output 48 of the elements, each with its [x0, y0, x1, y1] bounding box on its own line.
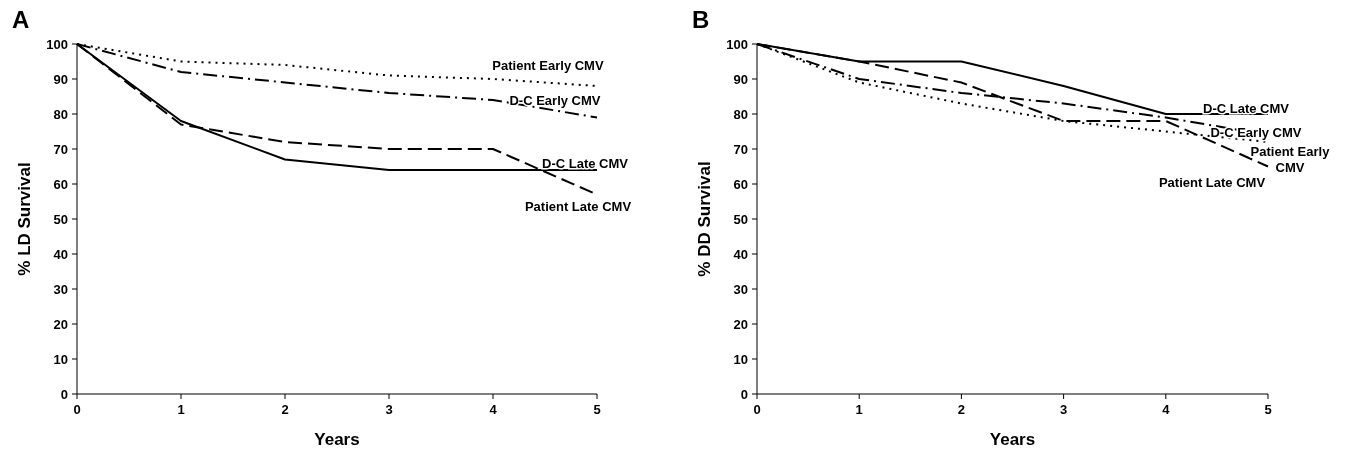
x-tick-label: 1 — [855, 402, 863, 417]
x-tick-label: 0 — [73, 402, 81, 417]
y-tick-label: 20 — [733, 316, 748, 332]
y-tick-label: 70 — [733, 141, 748, 157]
y-axis-title: % LD Survival — [15, 162, 34, 276]
y-tick-label: 0 — [60, 386, 68, 402]
chart-title: B — [692, 6, 710, 33]
y-tick-label: 100 — [726, 36, 748, 52]
y-tick-label: 80 — [733, 106, 748, 122]
y-tick-label: 10 — [733, 351, 748, 367]
y-tick-label: 40 — [733, 246, 748, 262]
series-label: D-C Early CMV — [1210, 124, 1302, 140]
y-tick-label: 50 — [733, 211, 748, 227]
y-tick-label: 90 — [53, 71, 68, 87]
y-tick-label: 30 — [733, 281, 748, 297]
x-tick-label: 4 — [1162, 402, 1171, 417]
y-tick-label: 60 — [53, 176, 68, 192]
x-tick-label: 3 — [1059, 402, 1068, 417]
x-tick-label: 3 — [385, 402, 393, 417]
y-tick-label: 70 — [53, 141, 68, 157]
series-label: D-C Late CMV — [1203, 100, 1290, 116]
x-tick-label: 5 — [1264, 402, 1272, 417]
y-tick-label: 0 — [740, 386, 748, 402]
x-tick-label: 2 — [281, 402, 289, 417]
y-tick-label: 10 — [53, 351, 68, 367]
series-label: D-C Late CMV — [542, 155, 629, 171]
y-tick-label: 40 — [53, 246, 68, 262]
x-tick-label: 0 — [753, 402, 761, 417]
x-tick-label: 1 — [177, 402, 185, 417]
y-tick-label: 80 — [53, 106, 68, 122]
series-label: Patient Late CMV — [524, 199, 632, 215]
series-label: Patient Early CMV — [1250, 143, 1331, 175]
series-label: D-C Early CMV — [509, 93, 601, 109]
series-label: Patient Late CMV — [1158, 175, 1266, 191]
x-tick-label: 5 — [593, 402, 601, 417]
x-axis-title: Years — [314, 430, 360, 449]
x-tick-label: 2 — [957, 402, 966, 417]
y-tick-label: 20 — [53, 316, 68, 332]
y-tick-label: 90 — [733, 71, 748, 87]
series-label: Patient Early CMV — [492, 57, 604, 73]
y-tick-label: 60 — [733, 176, 748, 192]
y-tick-label: 30 — [53, 281, 68, 297]
y-tick-label: 100 — [46, 36, 68, 52]
x-tick-label: 4 — [489, 402, 498, 417]
y-tick-label: 50 — [53, 211, 68, 227]
x-axis-title: Years — [989, 430, 1036, 449]
chart-title: A — [12, 6, 30, 33]
y-axis-title: % DD Survival — [695, 161, 714, 277]
